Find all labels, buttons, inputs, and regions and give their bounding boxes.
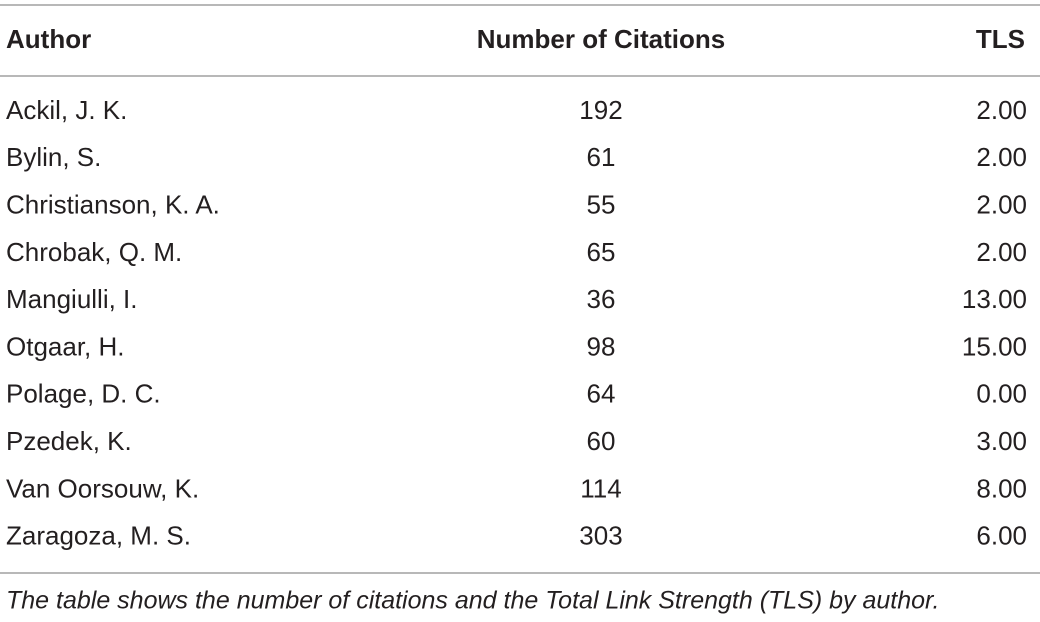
cell: 65 [587,237,616,267]
cell: Polage, D. C. [6,379,161,409]
cell: 36 [587,284,616,314]
cell: Ackil, J. K. [6,95,127,125]
cell: 303 [579,521,622,551]
cell: 60 [587,426,616,456]
cell: Van Oorsouw, K. [6,473,199,503]
cell: 2.00 [976,189,1027,219]
cell: Mangiulli, I. [6,284,138,314]
cell: 64 [587,379,616,409]
cell: 13.00 [962,284,1027,314]
cell: Bylin, S. [6,142,101,172]
cell: 114 [580,473,621,503]
cell: 2.00 [976,95,1027,125]
cell: Chrobak, Q. M. [6,237,182,267]
table-caption: The table shows the number of citations … [6,587,939,615]
header-cell: Author [6,24,91,54]
header-cell: TLS [976,24,1025,54]
cell: 98 [587,331,616,361]
cell: Christianson, K. A. [6,189,220,219]
cell: 2.00 [976,237,1027,267]
cell: 0.00 [976,379,1027,409]
cell: Zaragoza, M. S. [6,521,191,551]
cell: 6.00 [976,521,1027,551]
cell: 192 [579,95,622,125]
cell: 55 [587,189,616,219]
header-cell: Number of Citations [477,24,725,54]
cell: 15.00 [962,331,1027,361]
cell: Pzedek, K. [6,426,132,456]
cell: 3.00 [976,426,1027,456]
cell: 2.00 [976,142,1027,172]
cell: 8.00 [976,473,1027,503]
cell: Otgaar, H. [6,331,125,361]
cell: 61 [587,142,616,172]
